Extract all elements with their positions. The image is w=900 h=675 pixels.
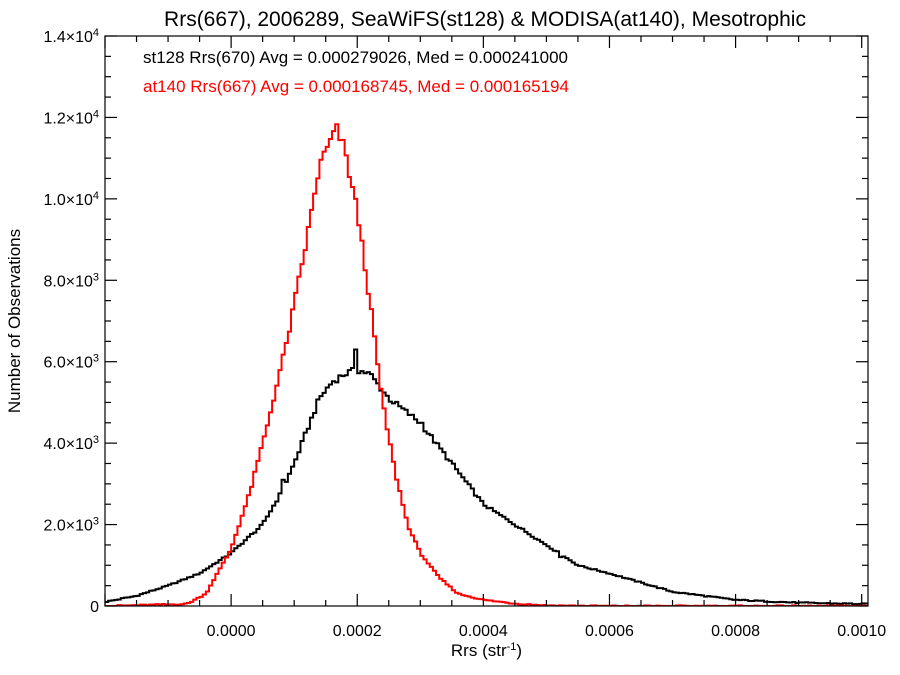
y-tick-label: 1.2×104: [43, 108, 99, 127]
y-tick-label: 1.0×104: [43, 190, 99, 209]
legend-entry-at140: at140 Rrs(667) Avg = 0.000168745, Med = …: [143, 77, 569, 96]
x-tick-label: 0.0008: [711, 623, 760, 640]
y-tick-label: 8.0×103: [43, 271, 99, 290]
chart-title: Rrs(667), 2006289, SeaWiFS(st128) & MODI…: [164, 8, 806, 31]
y-tick-label: 6.0×103: [43, 353, 99, 372]
plot-area: [105, 123, 868, 606]
series-st128-histogram: [105, 348, 868, 606]
axis-ticks: [104, 35, 868, 607]
x-tick-label: 0.0006: [585, 623, 634, 640]
y-axis-label: Number of Observations: [5, 229, 24, 413]
x-axis-label-suffix: ): [516, 641, 522, 660]
x-axis-label-base: Rrs (str: [451, 641, 507, 660]
x-tick-label: 0.0004: [459, 623, 508, 640]
y-tick-label: 4.0×103: [43, 434, 99, 453]
x-tick-label: 0.0002: [333, 623, 382, 640]
x-axis-label-sup: -1: [507, 641, 517, 653]
legend: st128 Rrs(670) Avg = 0.000279026, Med = …: [143, 48, 569, 96]
plot-frame: [104, 35, 869, 607]
legend-entry-st128: st128 Rrs(670) Avg = 0.000279026, Med = …: [143, 48, 568, 67]
x-tick-labels: 0.0000 0.0002 0.0004 0.0006 0.0008 0.0010: [207, 623, 887, 640]
y-tick-label: 0: [90, 599, 99, 616]
x-tick-label: 0.0010: [837, 623, 886, 640]
y-tick-label: 1.4×104: [43, 27, 99, 46]
x-tick-label: 0.0000: [207, 623, 256, 640]
x-axis-label: Rrs (str-1): [451, 641, 522, 660]
y-tick-labels: 0 2.0×103 4.0×103 6.0×103 8.0×103 1.0×104 1.2×…: [43, 27, 99, 616]
series-at140-histogram: [105, 123, 868, 606]
y-tick-label: 2.0×103: [43, 516, 99, 535]
